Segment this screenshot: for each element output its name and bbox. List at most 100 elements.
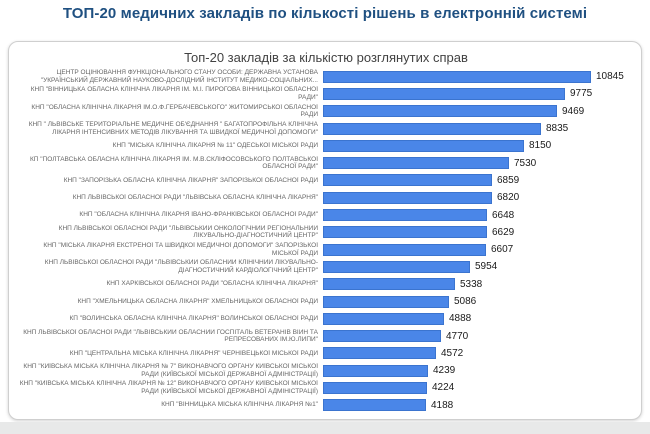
bar-area: 6859 (323, 172, 633, 189)
category-label: КНП "ВІННИЦЬКА ОБЛАСНА КЛІНІЧНА ЛІКАРНЯ … (30, 86, 318, 101)
bar[interactable] (323, 381, 427, 394)
value-label: 6859 (497, 174, 520, 186)
page-title: ТОП-20 медичних закладів по кількості рі… (62, 5, 588, 22)
chart-row: КНП "ЗАПОРІЗЬКА ОБЛАСНА КЛІНІЧНА ЛІКАРНЯ… (19, 172, 633, 189)
bar[interactable] (323, 105, 557, 118)
category-label: КНП "КИЇВСЬКА МІСЬКА КЛІНІЧНА ЛІКАРНЯ № … (19, 380, 318, 395)
chart-row: КНП "ОБЛАСНА КЛІНІЧНА ЛІКАРНЯ ІВАНО-ФРАН… (19, 206, 633, 223)
category-label: КНП ЛЬВІВСЬКОЇ ОБЛАСНОЇ РАДИ "ЛЬВІВСЬКИЙ… (44, 259, 318, 274)
category-label: КНП ХАРКІВСЬКОЇ ОБЛАСНОЇ РАДИ "ОБЛАСНА К… (106, 280, 318, 288)
chart-title: Топ-20 закладів за кількістю розглянутих… (184, 50, 468, 65)
value-label: 6629 (492, 226, 515, 238)
chart-row: КНП "МІСЬКА КЛІНІЧНА ЛІКАРНЯ № 11" ОДЕСЬ… (19, 137, 633, 154)
bar-area: 9775 (323, 85, 633, 102)
value-label: 9469 (562, 105, 585, 117)
category-label: ЦЕНТР ОЦІНЮВАННЯ ФУНКЦІОНАЛЬНОГО СТАНУ О… (40, 69, 318, 84)
bar-area: 6820 (323, 189, 633, 206)
category-label: КНП "ОБЛАСНА КЛІНІЧНА ЛІКАРНЯ ІВАНО-ФРАН… (79, 211, 318, 219)
bar-area: 6648 (323, 206, 633, 223)
value-label: 10845 (596, 71, 624, 83)
chart-row: КНП "ОБЛАСНА КЛІНІЧНА ЛІКАРНЯ ІМ.О.Ф.ГЕР… (19, 103, 633, 120)
category-label: КНП " ЛЬВІВСЬКЕ ТЕРИТОРІАЛЬНЕ МЕДИЧНЕ ОБ… (28, 120, 318, 136)
value-label: 4770 (446, 330, 469, 342)
category-label: КНП "ЦЕНТРАЛЬНА МІСЬКА КЛІНІЧНА ЛІКАРНЯ"… (69, 349, 318, 357)
value-label: 5086 (454, 296, 477, 307)
bar-area: 4572 (323, 345, 633, 362)
bar-area: 5338 (323, 276, 633, 293)
chart-row: ЦЕНТР ОЦІНЮВАННЯ ФУНКЦІОНАЛЬНОГО СТАНУ О… (19, 68, 633, 85)
value-label: 5954 (475, 261, 498, 273)
bar-area: 8835 (323, 120, 633, 137)
bar[interactable] (323, 243, 486, 256)
bar-area: 8150 (323, 137, 633, 154)
value-label: 7530 (514, 157, 537, 169)
bar[interactable] (323, 295, 449, 308)
bar[interactable] (323, 226, 487, 239)
category-label: КНП ЛЬВІВСЬКОЇ ОБЛАСНОЇ РАДИ "ЛЬВІВСЬКИЙ… (58, 224, 318, 240)
chart-row: КНП "ВІННИЦЬКА ОБЛАСНА КЛІНІЧНА ЛІКАРНЯ … (19, 85, 633, 102)
category-label: КП "ВОЛИНСЬКА ОБЛАСНА КЛІНІЧНА ЛІКАРНЯ" … (69, 315, 319, 322)
bar[interactable] (323, 364, 428, 377)
bar[interactable] (323, 260, 470, 273)
chart-row: КНП "ХМЕЛЬНИЦЬКА ОБЛАСНА ЛІКАРНЯ" ХМЕЛЬН… (19, 293, 633, 310)
value-label: 8150 (529, 140, 552, 152)
bar-area: 6607 (323, 241, 633, 258)
chart-rows: ЦЕНТР ОЦІНЮВАННЯ ФУНКЦІОНАЛЬНОГО СТАНУ О… (19, 68, 633, 414)
bar[interactable] (323, 174, 492, 187)
bar-area: 9469 (323, 103, 633, 120)
value-label: 9775 (570, 88, 593, 100)
chart-row: КНП "МІСЬКА ЛІКАРНЯ ЕКСТРЕНОЇ ТА ШВИДКОЇ… (19, 241, 633, 258)
bar-area: 4188 (323, 397, 633, 414)
bar-area: 5086 (323, 293, 633, 310)
chart-row: КНП "КИЇВСЬКА МІСЬКА КЛІНІЧНА ЛІКАРНЯ № … (19, 362, 633, 379)
bar[interactable] (323, 278, 455, 291)
bar[interactable] (323, 70, 591, 83)
bar-area: 4224 (323, 379, 633, 396)
value-label: 6607 (491, 244, 514, 256)
chart-row: КП "ВОЛИНСЬКА ОБЛАСНА КЛІНІЧНА ЛІКАРНЯ" … (19, 310, 633, 327)
chart-row: КНП ЛЬВІВСЬКОЇ ОБЛАСНОЇ РАДИ "ЛЬВІВСЬКИЙ… (19, 258, 633, 275)
chart-row: КНП ЛЬВІВСЬКОЇ ОБЛАСНОЇ РАДИ "ЛЬВІВСЬКИЙ… (19, 224, 633, 241)
chart-row: КНП "ВІННИЦЬКА МІСЬКА КЛІНІЧНА ЛІКАРНЯ №… (19, 397, 633, 414)
chart-row: КНП ЛЬВІВСЬКОЇ ОБЛАСНОЇ РАДИ "ЛЬВІВСЬКИЙ… (19, 327, 633, 344)
bar[interactable] (323, 157, 509, 170)
category-label: КНП "МІСЬКА КЛІНІЧНА ЛІКАРНЯ № 11" ОДЕСЬ… (112, 142, 318, 150)
bar[interactable] (323, 209, 487, 222)
bar-area: 6629 (323, 224, 633, 241)
bar[interactable] (323, 399, 426, 412)
value-label: 4239 (433, 365, 456, 377)
bar-area: 5954 (323, 258, 633, 275)
value-label: 4224 (432, 382, 455, 394)
bar[interactable] (323, 312, 444, 325)
bar[interactable] (323, 122, 541, 135)
chart-row: КНП ХАРКІВСЬКОЇ ОБЛАСНОЇ РАДИ "ОБЛАСНА К… (19, 276, 633, 293)
bar-area: 7530 (323, 154, 633, 171)
value-label: 6820 (497, 192, 520, 204)
chart-row: КНП ЛЬВІВСЬКОЇ ОБЛАСНОЇ РАДИ "ЛЬВІВСЬКА … (19, 189, 633, 206)
category-label: КНП "ЗАПОРІЗЬКА ОБЛАСНА КЛІНІЧНА ЛІКАРНЯ… (63, 176, 318, 184)
footer-strip (0, 422, 650, 434)
category-label: КП "ПОЛТАВСЬКА ОБЛАСНА КЛІНІЧНА ЛІКАРНЯ … (29, 155, 318, 171)
value-label: 4188 (431, 399, 454, 411)
category-label: КНП ЛЬВІВСЬКОЇ ОБЛАСНОЇ РАДИ "ЛЬВІВСЬКА … (72, 193, 318, 201)
bar-area: 10845 (323, 68, 633, 85)
chart-row: КНП " ЛЬВІВСЬКЕ ТЕРИТОРІАЛЬНЕ МЕДИЧНЕ ОБ… (19, 120, 633, 137)
bar[interactable] (323, 191, 492, 204)
category-label: КНП "ВІННИЦЬКА МІСЬКА КЛІНІЧНА ЛІКАРНЯ №… (161, 401, 318, 409)
bar-area: 4239 (323, 362, 633, 379)
chart-row: КП "ПОЛТАВСЬКА ОБЛАСНА КЛІНІЧНА ЛІКАРНЯ … (19, 154, 633, 171)
value-label: 4888 (449, 313, 472, 325)
chart-row: КНП "ЦЕНТРАЛЬНА МІСЬКА КЛІНІЧНА ЛІКАРНЯ"… (19, 345, 633, 362)
chart-row: КНП "КИЇВСЬКА МІСЬКА КЛІНІЧНА ЛІКАРНЯ № … (19, 379, 633, 396)
value-label: 4572 (441, 347, 464, 359)
bar[interactable] (323, 347, 436, 360)
bar-area: 4770 (323, 327, 633, 344)
chart-panel: Топ-20 закладів за кількістю розглянутих… (8, 41, 642, 420)
bar[interactable] (323, 330, 441, 343)
bar[interactable] (323, 139, 524, 152)
bar[interactable] (323, 87, 565, 100)
category-label: КНП "КИЇВСЬКА МІСЬКА КЛІНІЧНА ЛІКАРНЯ № … (23, 363, 318, 378)
category-label: КНП "МІСЬКА ЛІКАРНЯ ЕКСТРЕНОЇ ТА ШВИДКОЇ… (43, 242, 318, 257)
value-label: 8835 (546, 123, 569, 135)
value-label: 6648 (492, 209, 515, 221)
